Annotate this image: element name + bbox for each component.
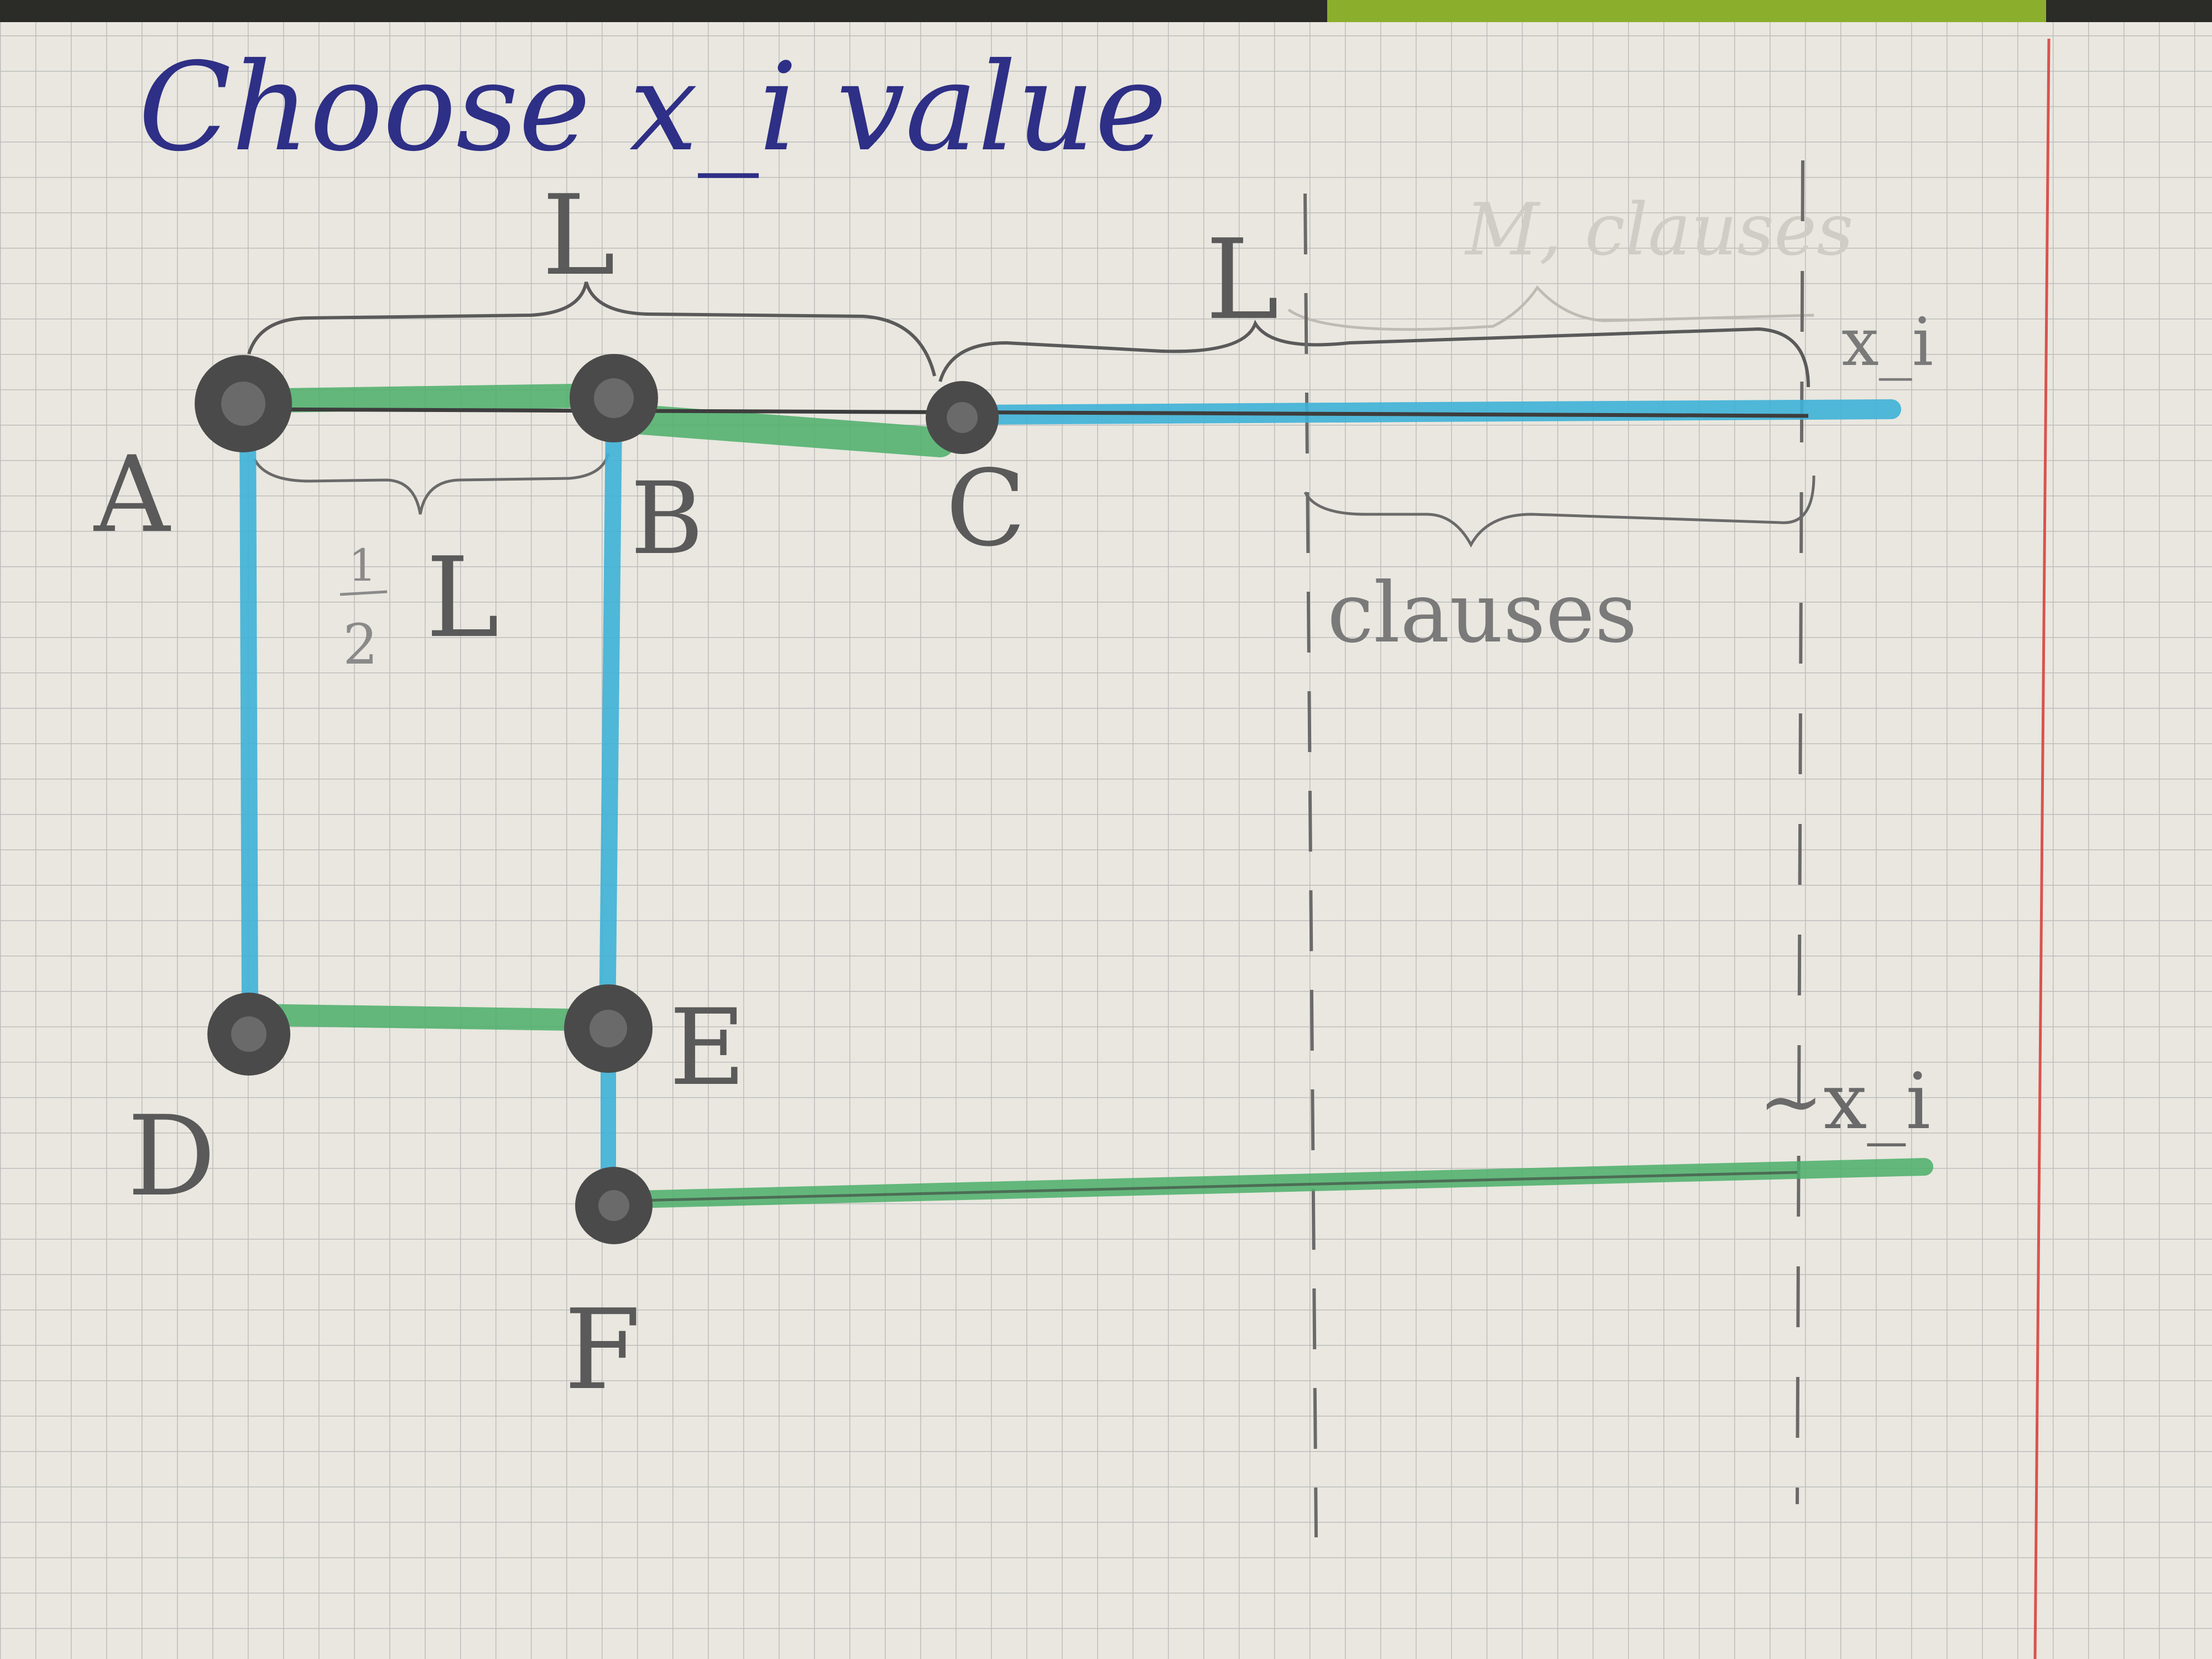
node-label-B: B bbox=[630, 461, 703, 577]
node-E bbox=[564, 984, 653, 1073]
node-label-F: F bbox=[564, 1286, 641, 1415]
node-B bbox=[570, 354, 658, 442]
faint-clauses-label: M, clauses bbox=[1464, 187, 1854, 272]
edge-B-C-green bbox=[599, 403, 955, 457]
fraction-numerator: 1 bbox=[348, 540, 377, 591]
brace-clauses bbox=[1303, 475, 1815, 548]
node-label-E: E bbox=[669, 987, 746, 1109]
brace-top-left bbox=[247, 281, 936, 377]
brace-half bbox=[253, 453, 610, 515]
x-i-label: x_i bbox=[1841, 304, 1933, 381]
edge-A-D-blue bbox=[239, 412, 258, 1020]
node-label-C: C bbox=[946, 447, 1026, 570]
diagram-title: Choose x_i value bbox=[138, 36, 1167, 178]
node-label-A: A bbox=[93, 434, 171, 556]
fraction-bar bbox=[340, 590, 388, 596]
dashed-line-right bbox=[1796, 160, 1804, 1505]
clauses-label: clauses bbox=[1327, 565, 1637, 661]
half-L-letter: L bbox=[426, 534, 499, 662]
node-C bbox=[926, 381, 999, 454]
grid-paper bbox=[0, 22, 2212, 1659]
fraction-denominator: 2 bbox=[343, 612, 378, 677]
edge-B-E-blue bbox=[599, 412, 622, 1037]
brace-label-L-left: L bbox=[542, 171, 615, 300]
half-L-label: 1 2 L bbox=[340, 534, 499, 677]
pencil-top-line bbox=[243, 407, 1809, 418]
edge-D-E-green bbox=[241, 1004, 617, 1031]
node-label-D: D bbox=[127, 1092, 216, 1221]
node-D bbox=[207, 993, 290, 1076]
node-A bbox=[195, 355, 292, 452]
not-x-i-label: ~x_i bbox=[1759, 1057, 1931, 1147]
pencil-bottom-line bbox=[613, 1171, 1798, 1203]
edge-A-B-green bbox=[231, 383, 626, 413]
brace-label-L-right: L bbox=[1206, 216, 1279, 345]
brace-top-right bbox=[938, 320, 1810, 388]
node-F bbox=[575, 1167, 653, 1244]
margin-line bbox=[2033, 38, 2051, 1659]
brace-faint-top bbox=[1287, 285, 1814, 331]
